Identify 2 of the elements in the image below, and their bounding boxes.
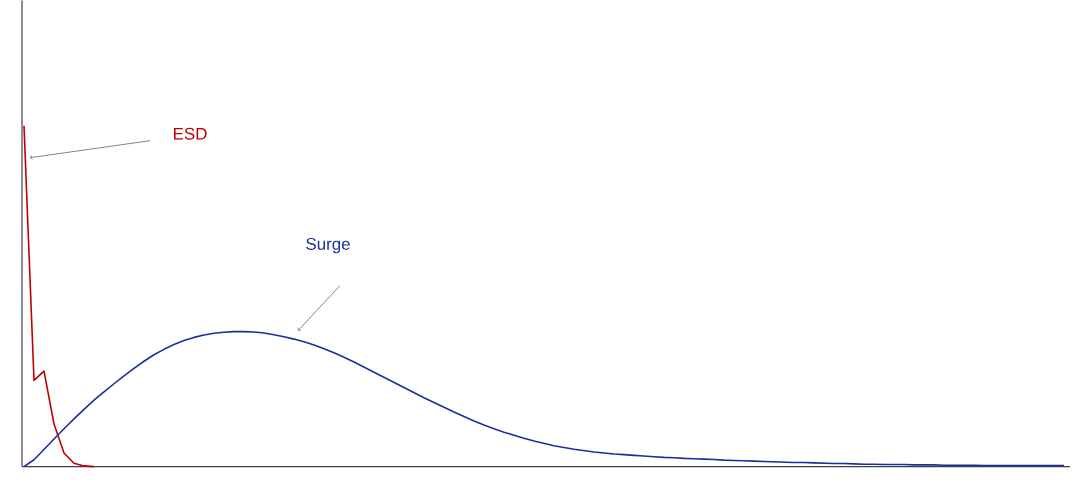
text: ESD bbox=[173, 127, 207, 140]
text: Surge bbox=[306, 238, 350, 254]
